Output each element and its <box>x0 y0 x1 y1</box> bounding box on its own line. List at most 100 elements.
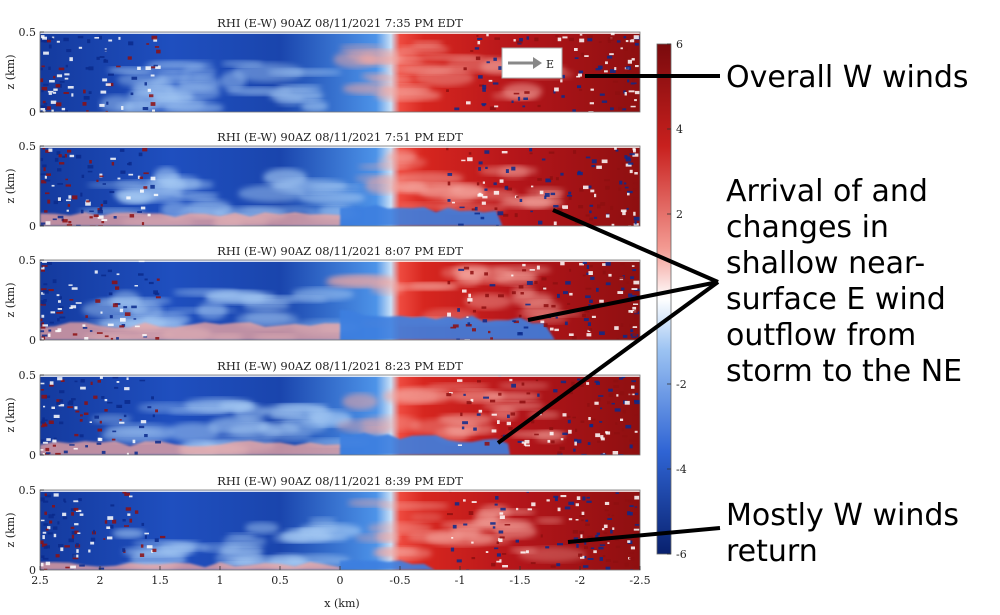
noise-speckle <box>494 547 499 550</box>
noise-speckle <box>43 405 46 408</box>
noise-speckle <box>144 434 148 438</box>
noise-speckle <box>614 539 619 541</box>
noise-speckle <box>488 330 491 334</box>
noise-speckle <box>494 105 499 108</box>
noise-speckle <box>599 544 606 546</box>
noise-speckle <box>151 550 154 553</box>
x-tick-label: 0.5 <box>271 574 289 587</box>
noise-speckle <box>109 315 113 319</box>
noise-speckle <box>133 318 137 320</box>
noise-speckle <box>598 41 602 43</box>
noise-speckle <box>633 148 636 153</box>
noise-speckle <box>602 270 606 275</box>
noise-speckle <box>96 332 103 334</box>
no-data-strip <box>40 490 640 492</box>
noise-speckle <box>45 192 50 195</box>
y-tick-label: 0.5 <box>19 26 37 39</box>
noise-speckle <box>553 495 559 498</box>
noise-speckle <box>127 56 132 60</box>
noise-speckle <box>498 538 503 542</box>
noise-speckle <box>43 423 48 427</box>
noise-speckle <box>62 219 68 223</box>
noise-speckle <box>481 201 486 205</box>
noise-speckle <box>48 329 52 332</box>
noise-speckle <box>614 147 617 150</box>
noise-speckle <box>473 427 477 431</box>
wind-swirl <box>146 97 206 112</box>
noise-speckle <box>119 325 125 328</box>
noise-speckle <box>57 377 63 381</box>
noise-speckle <box>56 312 61 314</box>
noise-speckle <box>122 548 126 552</box>
noise-speckle <box>608 388 613 392</box>
noise-speckle <box>471 501 477 503</box>
noise-speckle <box>634 440 640 442</box>
noise-speckle <box>128 41 134 46</box>
noise-speckle <box>627 79 630 83</box>
noise-speckle <box>594 193 597 198</box>
noise-speckle <box>618 187 622 191</box>
noise-speckle <box>531 502 536 507</box>
colorbar-tick-label: 6 <box>676 38 683 51</box>
wind-swirl <box>177 74 222 92</box>
noise-speckle <box>74 530 79 534</box>
noise-speckle <box>452 324 459 328</box>
noise-speckle <box>82 327 88 329</box>
noise-speckle <box>41 425 45 428</box>
noise-speckle <box>44 568 48 570</box>
noise-speckle <box>67 149 72 153</box>
noise-speckle <box>41 105 48 110</box>
wind-swirl <box>267 68 342 77</box>
noise-speckle <box>607 518 612 520</box>
noise-speckle <box>77 35 84 39</box>
noise-speckle <box>629 153 635 156</box>
noise-speckle <box>87 39 91 44</box>
noise-speckle <box>460 412 463 417</box>
noise-speckle <box>585 523 590 526</box>
wind-swirl <box>358 163 411 170</box>
noise-speckle <box>562 432 568 435</box>
noise-speckle <box>537 393 540 397</box>
noise-speckle <box>575 503 579 507</box>
noise-speckle <box>140 420 147 424</box>
noise-speckle <box>142 147 148 152</box>
noise-speckle <box>499 179 504 183</box>
x-tick-label: -1.5 <box>509 574 530 587</box>
noise-speckle <box>64 500 67 503</box>
noise-speckle <box>120 170 126 174</box>
noise-speckle <box>66 209 69 212</box>
noise-speckle <box>577 171 583 176</box>
noise-speckle <box>41 86 48 91</box>
noise-speckle <box>603 524 608 528</box>
noise-speckle <box>40 269 45 272</box>
noise-speckle <box>58 300 61 303</box>
noise-speckle <box>40 224 44 226</box>
wind-swirl <box>397 171 464 185</box>
y-tick-label: 0.5 <box>19 254 37 267</box>
noise-speckle <box>625 163 632 167</box>
wind-swirl <box>380 84 432 95</box>
noise-speckle <box>139 425 145 429</box>
noise-speckle <box>48 44 52 49</box>
noise-speckle <box>602 555 606 558</box>
noise-speckle <box>467 298 473 302</box>
noise-speckle <box>58 306 64 308</box>
noise-speckle <box>562 205 568 209</box>
noise-speckle <box>42 441 48 444</box>
noise-speckle <box>451 201 455 204</box>
noise-speckle <box>61 107 66 111</box>
noise-speckle <box>110 157 116 160</box>
noise-speckle <box>129 518 133 523</box>
noise-speckle <box>80 192 83 197</box>
noise-speckle <box>628 147 632 150</box>
noise-speckle <box>599 299 604 303</box>
noise-speckle <box>110 524 114 529</box>
noise-speckle <box>576 544 579 548</box>
noise-speckle <box>634 430 638 433</box>
noise-speckle <box>93 395 98 399</box>
noise-speckle <box>575 519 579 521</box>
noise-speckle <box>130 92 134 96</box>
noise-speckle <box>93 214 99 217</box>
noise-speckle <box>526 550 529 554</box>
noise-speckle <box>610 205 614 210</box>
